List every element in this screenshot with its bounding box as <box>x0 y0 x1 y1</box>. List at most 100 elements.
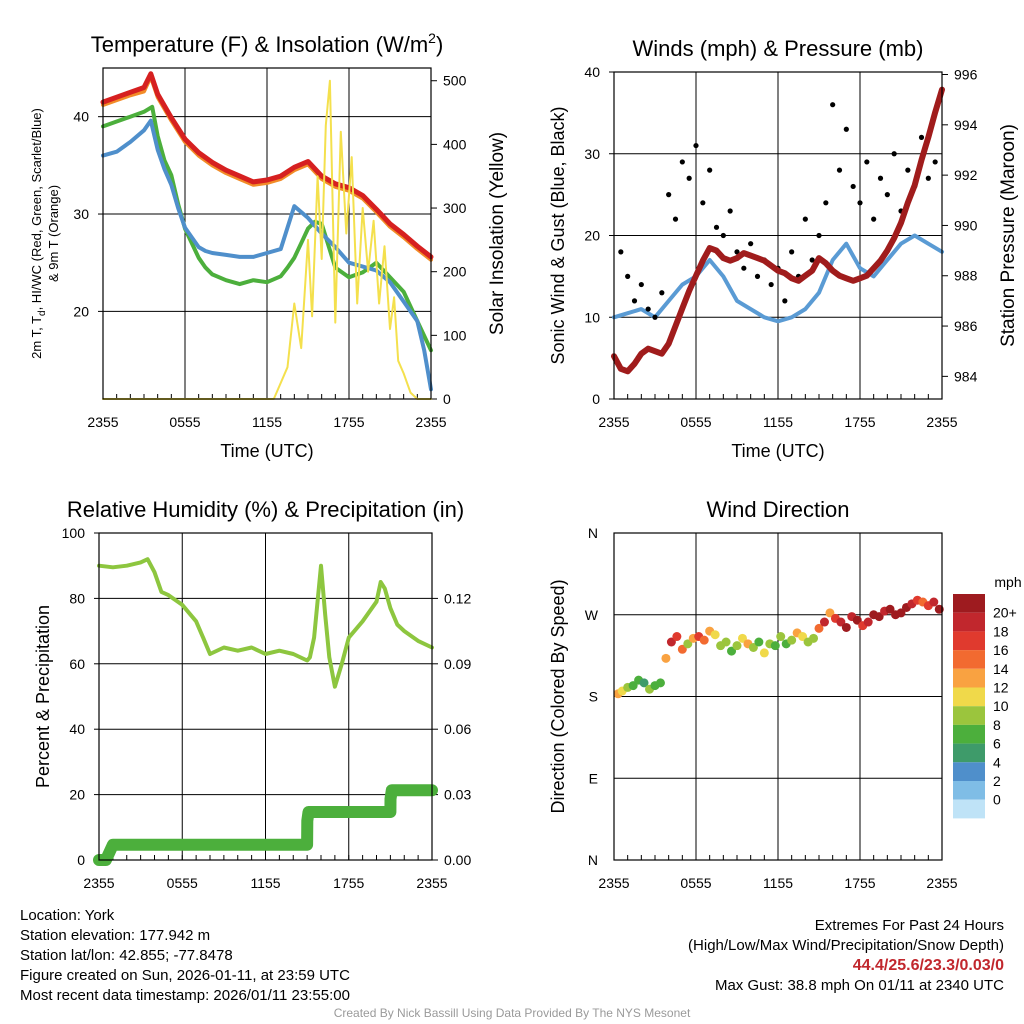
y2-tick-label: 990 <box>954 217 978 233</box>
y2-tick-label: 0.12 <box>444 590 471 606</box>
gust-point <box>789 249 795 255</box>
max-gust: Max Gust: 38.8 mph On 01/11 at 2340 UTC <box>714 977 1004 994</box>
chart-title: Winds (mph) & Pressure (mb) <box>633 36 924 61</box>
x-tick-label: 1755 <box>333 414 364 430</box>
y2-tick-label: 994 <box>954 117 978 133</box>
gust-point <box>748 241 754 247</box>
direction-point <box>929 597 939 607</box>
y2-tick-label: 0.03 <box>444 787 471 803</box>
plot-frame <box>102 67 432 400</box>
y-tick-label: 100 <box>62 525 86 541</box>
colorbar-swatch <box>953 631 985 651</box>
colorbar-label: 10 <box>993 698 1009 714</box>
y-tick-label: 20 <box>584 228 600 244</box>
gust-point <box>672 216 679 222</box>
y-tick-label: 40 <box>584 64 600 80</box>
y2-tick-label: 996 <box>954 67 978 83</box>
direction-point <box>863 617 873 627</box>
gust-point <box>693 142 699 149</box>
direction-point <box>655 678 665 688</box>
gust-point <box>768 281 774 288</box>
direction-point <box>814 623 824 633</box>
gust-point <box>850 183 856 190</box>
colorbar-label: 4 <box>993 754 1001 770</box>
y-tick-label: 0 <box>592 391 600 407</box>
direction-point <box>841 622 851 632</box>
gust-point <box>679 159 685 165</box>
extremes-title: Extremes For Past 24 Hours <box>814 917 1004 934</box>
figure: 2355 0555 1155 1755 235520304001002003004005… <box>29 30 1022 891</box>
x-tick-label: 2355 <box>598 414 629 430</box>
direction-point <box>737 633 747 643</box>
direction-point <box>748 642 758 652</box>
gust-point <box>720 232 726 239</box>
colorbar-swatch <box>953 706 985 725</box>
plot-frame <box>613 532 943 861</box>
colorbar-swatch <box>953 668 985 688</box>
x-tick-label: 1155 <box>763 414 793 430</box>
direction-point <box>710 630 720 640</box>
colorbar-label: 16 <box>993 642 1009 658</box>
direction-point <box>836 617 846 627</box>
direction-point <box>677 644 687 654</box>
gust-point <box>932 159 938 165</box>
colorbar-label: 6 <box>993 736 1001 752</box>
x-axis-label: Time (UTC) <box>731 441 824 461</box>
station-latlon: Station lat/lon: 42.855; -77.8478 <box>20 947 233 964</box>
direction-point <box>852 615 862 625</box>
y-axis-label: 2m T, Td, HI/WC (Red, Green, Scarlet/Blu… <box>29 108 48 359</box>
gust-point <box>666 192 672 198</box>
x-tick-label: 0555 <box>167 875 198 891</box>
chart-title: Relative Humidity (%) & Precipitation (i… <box>67 497 464 522</box>
y-label-part: , HI/WC (Red, Green, Scarlet/Blue) <box>29 108 44 310</box>
colorbar-swatch <box>953 687 985 707</box>
y-tick-label: E <box>589 770 598 786</box>
plot-frame <box>613 71 943 400</box>
gust-point <box>645 306 651 312</box>
chart-panel-2: 2355 0555 1155 1755 2355 0 10 20 30 40 984 986 988 99… <box>548 36 1019 461</box>
direction-point <box>809 633 819 643</box>
gust-point <box>836 167 843 173</box>
y-label-sub: d <box>37 310 48 316</box>
direction-point <box>885 604 895 614</box>
gust-point <box>871 216 877 222</box>
gust-point <box>652 314 658 320</box>
gust-point <box>686 175 692 181</box>
direction-point <box>825 608 835 618</box>
direction-point <box>896 608 906 618</box>
gust-point <box>877 175 884 181</box>
x-tick-label: 0555 <box>680 414 711 430</box>
figure-created: Figure created on Sun, 2026-01-11, at 23… <box>20 967 350 984</box>
gust-point <box>618 249 624 255</box>
series-relative-humidity <box>97 557 434 689</box>
direction-point <box>661 653 671 663</box>
y2-axis-label: Station Pressure (Maroon) <box>998 124 1019 347</box>
y2-tick-label: 300 <box>443 200 467 216</box>
y2-tick-label: 200 <box>443 264 467 280</box>
y2-tick-label: 100 <box>443 327 467 343</box>
x-tick-label: 1755 <box>844 414 875 430</box>
plot-frame <box>98 532 433 861</box>
colorbar-label: 8 <box>993 717 1001 733</box>
gust-point <box>741 265 747 271</box>
gust-point <box>707 167 713 173</box>
y2-tick-label: 0.06 <box>444 721 471 737</box>
colorbar-swatch <box>953 762 985 781</box>
gust-point <box>734 249 740 255</box>
most-recent-timestamp: Most recent data timestamp: 2026/01/11 2… <box>20 987 350 1004</box>
direction-point <box>798 632 808 642</box>
gust-point <box>925 175 931 181</box>
gust-point <box>802 216 808 222</box>
x-tick-label: 2355 <box>926 875 957 891</box>
x-tick-label: 1755 <box>844 875 875 891</box>
series-2m-t <box>100 71 434 260</box>
gust-point <box>918 134 925 140</box>
direction-point <box>721 637 731 647</box>
direction-point <box>666 637 676 647</box>
colorbar-swatch <box>953 612 985 632</box>
x-tick-label: 1155 <box>763 875 793 891</box>
y2-tick-label: 992 <box>954 167 978 183</box>
y-tick-label: N <box>588 525 598 541</box>
y-tick-label: 10 <box>584 309 600 325</box>
